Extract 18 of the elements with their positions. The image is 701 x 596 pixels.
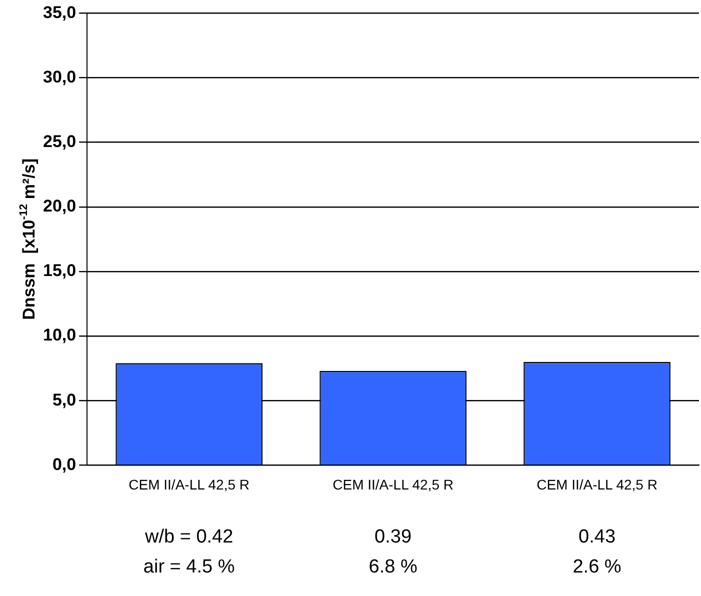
y-tick-label: 25,0 xyxy=(42,132,76,152)
text: 0.39 xyxy=(374,526,412,548)
x-tick-label: CEM II/A-LL 42,5 R xyxy=(332,476,454,492)
x-tick-label: CEM II/A-LL 42,5 R xyxy=(536,476,658,492)
text: 0.43 xyxy=(578,526,616,548)
y-tick-label: 20,0 xyxy=(42,196,76,216)
y-axis-title: Dnssm [x10-12 m²/s] xyxy=(18,158,39,320)
y-tick-label: 5,0 xyxy=(52,390,76,410)
y-tick-label: 30,0 xyxy=(42,67,76,86)
y-tick-label: 10,0 xyxy=(42,326,76,345)
y-tick-label: 15,0 xyxy=(42,261,76,280)
y-tick-label: 0,0 xyxy=(52,454,76,474)
text: air = 4.5 % xyxy=(143,556,235,578)
text: 6.8 % xyxy=(368,556,418,578)
x-tick-label: CEM II/A-LL 42,5 R xyxy=(128,476,250,492)
text: w/b = 0.42 xyxy=(144,526,234,548)
y-tick-label: 35,0 xyxy=(42,2,76,22)
text: 2.6 % xyxy=(572,556,622,578)
